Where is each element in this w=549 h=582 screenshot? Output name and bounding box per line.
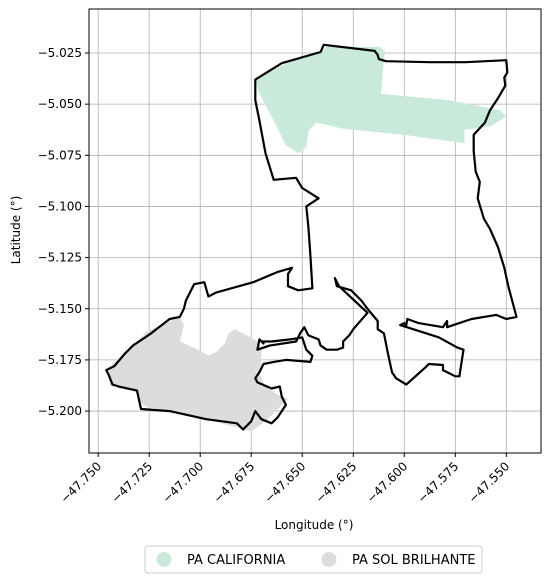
legend-marker — [321, 552, 337, 567]
y-tick-label: −5.025 — [38, 46, 82, 60]
legend-frame — [144, 545, 483, 574]
legend-label: PA CALIFORNIA — [187, 553, 285, 568]
legend-label: PA SOL BRILHANTE — [352, 553, 475, 568]
y-axis-ticks: −5.025 −5.050 −5.075 −5.100 −5.125 −5.150 −5.1… — [38, 46, 89, 418]
y-axis-label: Latitude (°) — [9, 196, 23, 265]
x-axis-label: Longitude (°) — [275, 518, 354, 532]
boundary-outline — [105, 43, 518, 431]
boundary-line — [105, 43, 518, 431]
y-tick-label: −5.175 — [38, 353, 82, 367]
legend-marker — [156, 552, 172, 567]
y-tick-label: −5.075 — [38, 148, 82, 162]
legend: PA CALIFORNIA PA SOL BRILHANTE — [144, 545, 483, 574]
y-tick-label: −5.050 — [38, 97, 82, 111]
map-areas — [108, 46, 507, 432]
y-tick-label: −5.200 — [38, 404, 82, 418]
area-pa-sol-brilhante — [108, 316, 289, 432]
area-pa-california — [255, 46, 507, 154]
y-tick-label: −5.150 — [38, 302, 82, 316]
y-tick-label: −5.125 — [38, 251, 82, 265]
plot-frame — [88, 8, 542, 454]
y-tick-label: −5.100 — [38, 199, 82, 213]
plot-area — [88, 8, 542, 454]
